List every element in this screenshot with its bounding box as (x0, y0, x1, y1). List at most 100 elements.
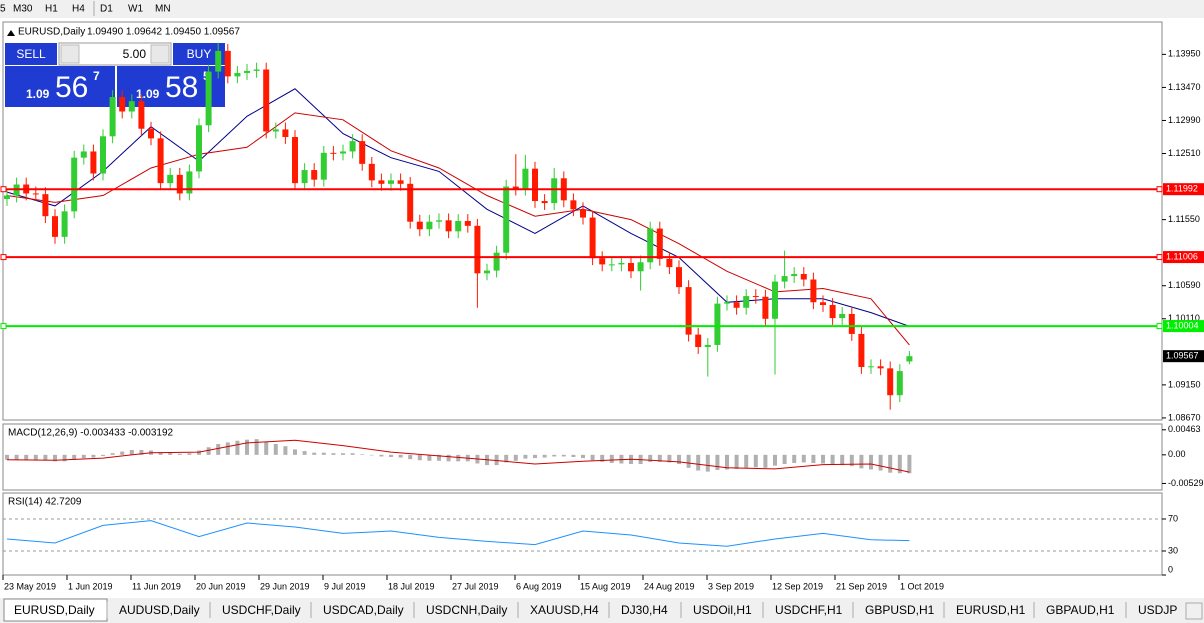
macd-bar (379, 454, 384, 457)
lot-down[interactable] (60, 44, 80, 64)
macd-bar (72, 454, 77, 460)
macd-bar (849, 454, 854, 467)
x-tick-label: 24 Aug 2019 (644, 581, 695, 591)
macd-bar (245, 439, 249, 455)
macd-bar (283, 446, 288, 455)
tab[interactable]: EURUSD,Daily (14, 603, 95, 617)
y-tick-label: -0.00529 (1168, 478, 1204, 488)
macd-bar (5, 454, 9, 460)
macd-bar (782, 454, 787, 465)
timeframe-button[interactable]: H4 (72, 4, 85, 15)
macd-bar (859, 454, 864, 469)
candle-body (32, 193, 39, 195)
candle-body (522, 168, 529, 189)
level-handle[interactable] (1156, 254, 1163, 261)
timeframe-button[interactable]: M30 (13, 4, 33, 15)
tab[interactable]: DJ30,H4 (621, 603, 668, 617)
timeframe-button[interactable]: MN (155, 4, 171, 15)
y-tick-label: 1.08670 (1168, 412, 1201, 422)
candle-body (378, 180, 385, 184)
candle-body (272, 129, 279, 132)
candle-body (436, 220, 442, 222)
tab[interactable]: GBPAUD,H1 (1046, 603, 1115, 617)
sell-button[interactable] (5, 43, 57, 65)
candle-body (628, 263, 634, 272)
level-handle[interactable] (1156, 323, 1163, 330)
candle-body (829, 305, 836, 319)
macd-bar (657, 454, 662, 462)
y-tick-label: 1.12990 (1168, 115, 1201, 125)
tab[interactable]: USDCNH,Daily (426, 603, 507, 617)
macd-bar (552, 454, 557, 457)
timeframe-button[interactable]: D1 (100, 4, 113, 15)
collapse-icon[interactable] (7, 30, 15, 36)
macd-bar (331, 453, 336, 455)
macd-bar (734, 454, 739, 469)
timeframe-button[interactable]: 5 (0, 4, 6, 15)
ohlc-text: 1.09490 1.09642 1.09450 1.09567 (87, 27, 240, 38)
level-handle[interactable] (1156, 186, 1163, 193)
level-handle[interactable] (0, 254, 7, 261)
tab[interactable]: XAUUSD,H4 (530, 603, 599, 617)
macd-bar (667, 454, 672, 463)
macd-bar (811, 454, 816, 463)
candle-body (551, 178, 558, 204)
macd-bar (341, 453, 345, 455)
tab-scroll[interactable] (1185, 602, 1203, 620)
macd-bar (725, 454, 729, 470)
y-tick-label: 1.10590 (1168, 280, 1201, 290)
level-handle[interactable] (0, 186, 7, 193)
candle-body (42, 194, 49, 217)
candle-body (608, 264, 615, 266)
tab[interactable]: USDJP (1138, 603, 1177, 617)
macd-bar (110, 453, 115, 455)
macd-bar (504, 454, 509, 463)
level-handle[interactable] (0, 323, 7, 330)
candle-body (455, 221, 462, 232)
candle-body (71, 157, 78, 212)
candle-body (647, 228, 654, 263)
lot-input[interactable] (58, 42, 172, 66)
macd-bar (446, 454, 451, 462)
macd-bar (696, 454, 701, 471)
tab[interactable]: GBPUSD,H1 (865, 603, 935, 617)
x-tick-label: 18 Jul 2019 (388, 581, 435, 591)
ask-pips: 58 (165, 71, 198, 104)
tab[interactable]: USDOil,H1 (693, 603, 752, 617)
rsi-frame (2, 492, 1163, 576)
tab[interactable]: AUDUSD,Daily (119, 603, 200, 617)
candle-body (109, 97, 116, 137)
timeframe-button[interactable]: H1 (45, 4, 58, 15)
candle-body (426, 221, 433, 230)
x-tick-label: 1 Jun 2019 (68, 581, 113, 591)
tab[interactable]: USDCHF,H1 (775, 603, 843, 617)
candle-body (656, 228, 663, 259)
timeframe-button[interactable]: W1 (128, 4, 143, 15)
macd-bar (62, 454, 67, 462)
candle-body (100, 136, 106, 174)
candle-body (416, 221, 423, 230)
macd-bar (590, 454, 595, 461)
tab[interactable]: USDCHF,Daily (222, 603, 301, 617)
candle-body (637, 262, 644, 272)
macd-bar (677, 454, 681, 465)
buy-button[interactable] (173, 43, 225, 65)
macd-bar (43, 454, 48, 461)
tab[interactable]: USDCAD,Daily (323, 603, 404, 617)
bid-box[interactable] (5, 66, 115, 107)
y-tick-label: 1.13950 (1168, 49, 1201, 59)
candle-body (349, 141, 356, 152)
candle-body (839, 313, 846, 319)
candle-body (61, 211, 68, 237)
lot-up[interactable] (150, 44, 170, 64)
candle-body (791, 274, 798, 277)
tab[interactable]: EURUSD,H1 (956, 603, 1026, 617)
candle-body (464, 221, 471, 226)
x-tick-label: 23 May 2019 (4, 581, 56, 591)
candle-body (666, 258, 673, 268)
candle-body (714, 303, 721, 345)
candle-body (733, 302, 740, 308)
candle-body (752, 296, 759, 298)
macd-bar (187, 453, 192, 455)
